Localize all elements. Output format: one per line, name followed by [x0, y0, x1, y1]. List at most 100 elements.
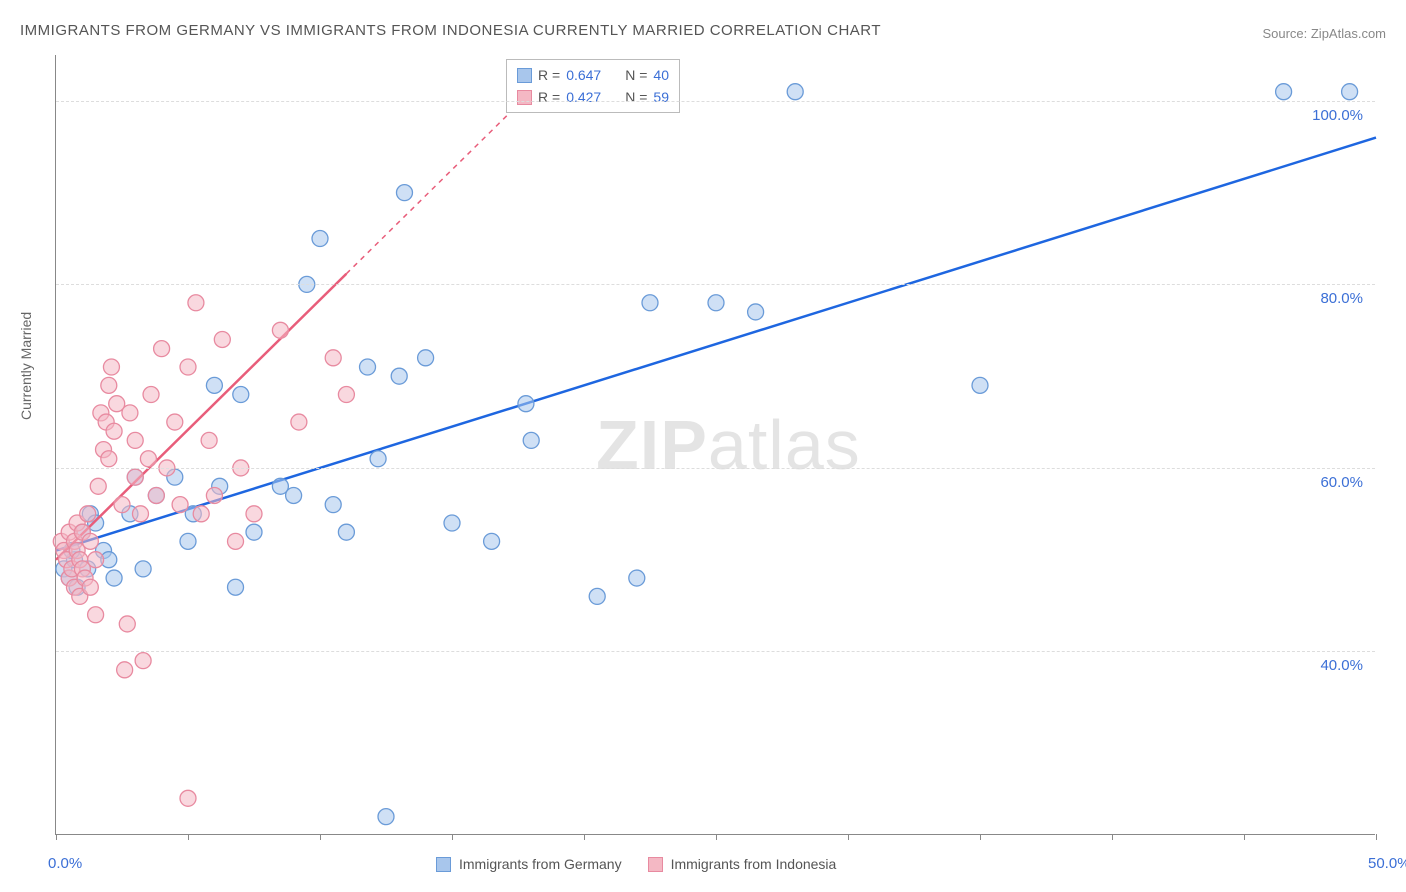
legend-r-value: 0.647 — [566, 64, 601, 86]
x-tick-label: 50.0% — [1368, 855, 1406, 872]
legend-series-item: Immigrants from Germany — [436, 856, 622, 872]
scatter-point — [228, 579, 244, 595]
gridline — [56, 468, 1375, 469]
legend-n-value: 59 — [653, 86, 669, 108]
scatter-point — [246, 506, 262, 522]
x-tick-mark — [1376, 834, 1377, 840]
legend-swatch — [517, 68, 532, 83]
scatter-point — [188, 295, 204, 311]
scatter-point — [1342, 84, 1358, 100]
scatter-point — [708, 295, 724, 311]
scatter-point — [127, 469, 143, 485]
y-tick-label: 40.0% — [1320, 657, 1363, 674]
scatter-point — [135, 653, 151, 669]
regression-line — [56, 138, 1376, 551]
scatter-point — [172, 497, 188, 513]
scatter-point — [122, 405, 138, 421]
scatter-point — [101, 451, 117, 467]
scatter-point — [642, 295, 658, 311]
legend-series-item: Immigrants from Indonesia — [648, 856, 837, 872]
scatter-point — [90, 478, 106, 494]
scatter-point — [444, 515, 460, 531]
legend-stat-row: R = 0.427 N = 59 — [517, 86, 669, 108]
scatter-point — [193, 506, 209, 522]
scatter-point — [972, 377, 988, 393]
scatter-point — [103, 359, 119, 375]
scatter-point — [518, 396, 534, 412]
legend-r-value: 0.427 — [566, 86, 601, 108]
chart-title: IMMIGRANTS FROM GERMANY VS IMMIGRANTS FR… — [20, 22, 881, 39]
y-tick-label: 100.0% — [1312, 107, 1363, 124]
x-tick-mark — [320, 834, 321, 840]
x-tick-mark — [452, 834, 453, 840]
scatter-point — [214, 331, 230, 347]
y-tick-label: 60.0% — [1320, 474, 1363, 491]
scatter-point — [88, 552, 104, 568]
x-tick-mark — [980, 834, 981, 840]
scatter-point — [114, 497, 130, 513]
scatter-point — [132, 506, 148, 522]
scatter-point — [228, 533, 244, 549]
scatter-point — [378, 809, 394, 825]
scatter-point — [143, 387, 159, 403]
scatter-point — [88, 607, 104, 623]
legend-series-label: Immigrants from Indonesia — [671, 856, 837, 872]
scatter-point — [787, 84, 803, 100]
legend-n-value: 40 — [653, 64, 669, 86]
x-tick-mark — [56, 834, 57, 840]
scatter-point — [391, 368, 407, 384]
scatter-point — [312, 231, 328, 247]
x-tick-mark — [1112, 834, 1113, 840]
x-tick-mark — [848, 834, 849, 840]
scatter-point — [338, 387, 354, 403]
legend-r-label: R = — [538, 64, 560, 86]
x-tick-mark — [188, 834, 189, 840]
x-tick-mark — [1244, 834, 1245, 840]
source-label: Source: ZipAtlas.com — [1262, 26, 1386, 41]
legend-n-label: N = — [625, 86, 647, 108]
scatter-point — [370, 451, 386, 467]
scatter-point — [291, 414, 307, 430]
chart-plot-area: ZIPatlas R = 0.647 N = 40 R = 0.427 N = … — [55, 55, 1375, 835]
chart-svg — [56, 55, 1375, 834]
scatter-point — [418, 350, 434, 366]
x-tick-label: 0.0% — [48, 855, 82, 872]
gridline — [56, 651, 1375, 652]
scatter-point — [748, 304, 764, 320]
regression-line-dashed — [346, 92, 531, 274]
scatter-point — [246, 524, 262, 540]
scatter-point — [272, 322, 288, 338]
scatter-point — [484, 533, 500, 549]
scatter-point — [148, 487, 164, 503]
scatter-point — [286, 487, 302, 503]
legend-stats: R = 0.647 N = 40 R = 0.427 N = 59 — [506, 59, 680, 113]
scatter-point — [233, 387, 249, 403]
scatter-point — [180, 533, 196, 549]
scatter-point — [325, 497, 341, 513]
scatter-point — [117, 662, 133, 678]
legend-n-label: N = — [625, 64, 647, 86]
scatter-point — [589, 588, 605, 604]
y-tick-label: 80.0% — [1320, 290, 1363, 307]
scatter-point — [154, 341, 170, 357]
scatter-point — [180, 359, 196, 375]
scatter-point — [82, 533, 98, 549]
scatter-point — [338, 524, 354, 540]
scatter-point — [106, 570, 122, 586]
scatter-point — [523, 432, 539, 448]
scatter-point — [82, 579, 98, 595]
x-tick-mark — [584, 834, 585, 840]
legend-r-label: R = — [538, 86, 560, 108]
scatter-point — [360, 359, 376, 375]
gridline — [56, 101, 1375, 102]
scatter-point — [206, 487, 222, 503]
legend-swatch — [648, 857, 663, 872]
scatter-point — [206, 377, 222, 393]
gridline — [56, 284, 1375, 285]
scatter-point — [106, 423, 122, 439]
legend-swatch — [436, 857, 451, 872]
scatter-point — [119, 616, 135, 632]
scatter-point — [101, 377, 117, 393]
legend-swatch — [517, 90, 532, 105]
scatter-point — [396, 185, 412, 201]
